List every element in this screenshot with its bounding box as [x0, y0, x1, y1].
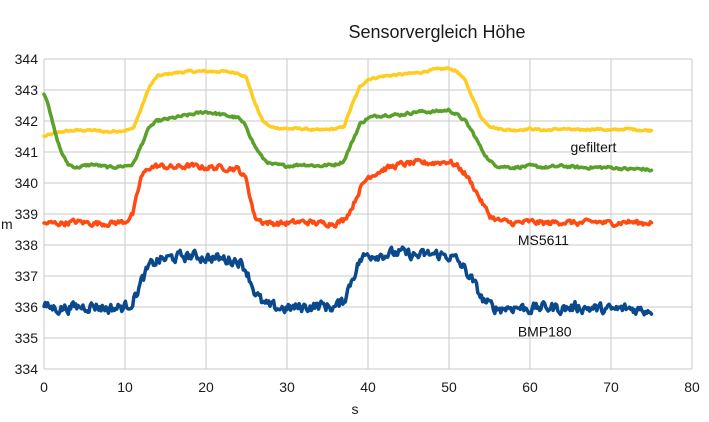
y-tick-label: 341 [15, 144, 39, 160]
annotation-label: gefiltert [571, 139, 617, 155]
y-tick-label: 335 [15, 330, 39, 346]
y-tick-label: 343 [15, 82, 39, 98]
y-tick-labels: 334 335 336 337 338 339 340 341 342 343 344 [15, 51, 39, 377]
y-tick-label: 334 [15, 361, 39, 377]
annotation-label: BMP180 [518, 323, 572, 339]
annotation-label: MS5611 [518, 232, 569, 248]
y-tick-label: 339 [15, 206, 39, 222]
x-tick-label: 40 [360, 379, 376, 395]
x-tick-label: 60 [522, 379, 538, 395]
x-tick-label: 10 [117, 379, 133, 395]
series-lines [42, 65, 654, 317]
y-tick-label: 336 [15, 299, 39, 315]
x-tick-label: 70 [603, 379, 619, 395]
x-axis-label: s [352, 401, 359, 417]
series-line-1 [42, 65, 654, 139]
x-tick-label: 0 [40, 379, 48, 395]
y-tick-label: 342 [15, 113, 39, 129]
x-tick-label: 30 [279, 379, 295, 395]
y-tick-label: 344 [15, 51, 39, 67]
x-tick-label: 80 [684, 379, 700, 395]
gridlines [43, 58, 693, 370]
series-line-2 [42, 92, 654, 173]
chart-title: Sensorvergleich Höhe [348, 22, 525, 42]
x-tick-label: 50 [441, 379, 457, 395]
y-axis-label: m [1, 216, 13, 232]
x-tick-labels: 0 10 20 30 40 50 60 70 80 [40, 379, 700, 395]
y-tick-label: 338 [15, 237, 39, 253]
series-line-3 [42, 157, 654, 229]
y-tick-label: 340 [15, 175, 39, 191]
y-tick-label: 337 [15, 268, 39, 284]
x-tick-label: 20 [198, 379, 214, 395]
series-line-4 [42, 245, 654, 317]
series-annotations: gefiltert MS5611 BMP180 [518, 139, 617, 339]
